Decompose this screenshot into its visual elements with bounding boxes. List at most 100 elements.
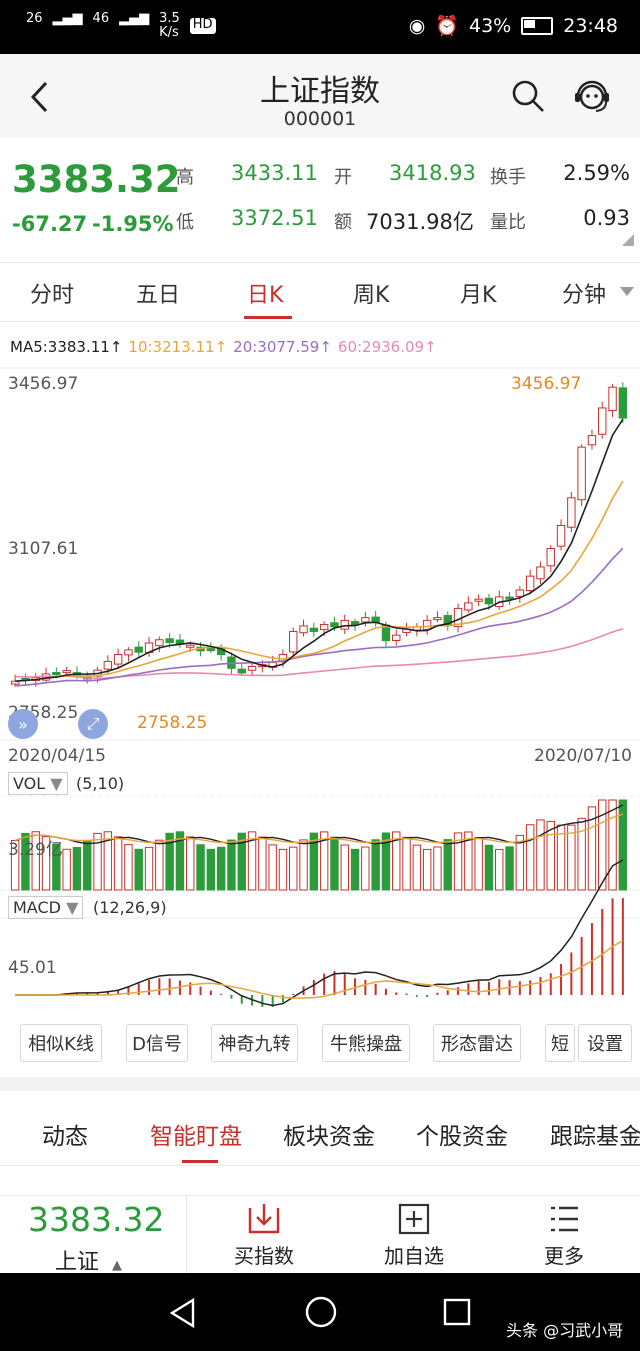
candle bbox=[330, 622, 339, 628]
candle bbox=[62, 670, 71, 674]
add-watchlist-button[interactable]: 加自选 bbox=[380, 1202, 448, 1269]
high-label: 高 bbox=[176, 167, 194, 188]
more-button[interactable]: 更多 bbox=[530, 1202, 598, 1269]
volume-bar bbox=[525, 824, 535, 891]
nav-recents-icon[interactable] bbox=[442, 1297, 472, 1327]
volume-bar bbox=[103, 831, 113, 891]
candle bbox=[556, 524, 566, 547]
expand-corner-icon[interactable] bbox=[622, 234, 634, 246]
bull-bear-button[interactable]: 牛熊操盘 bbox=[322, 1024, 410, 1062]
back-arrow-icon[interactable] bbox=[28, 80, 52, 114]
customer-service-icon[interactable] bbox=[572, 76, 612, 116]
max-price-marker: 3456.97 bbox=[511, 374, 582, 394]
pattern-radar-button[interactable]: 形态雷达 bbox=[433, 1024, 521, 1062]
similar-kline-button[interactable]: 相似K线 bbox=[20, 1024, 102, 1062]
candle bbox=[464, 602, 473, 611]
volume-bar bbox=[453, 832, 463, 891]
tab-smart-watch[interactable]: 智能盯盘 bbox=[150, 1124, 242, 1150]
volume-bar bbox=[124, 844, 133, 891]
candle bbox=[433, 617, 442, 621]
section-divider bbox=[0, 1077, 640, 1091]
title-bar: 上证指数 000001 bbox=[0, 54, 640, 138]
tab-five-day[interactable]: 五日 bbox=[136, 283, 181, 308]
tab-stock-funds[interactable]: 个股资金 bbox=[416, 1124, 508, 1150]
ma10-line bbox=[15, 480, 624, 682]
eye-icon: ◉ bbox=[408, 14, 426, 37]
tab-intraday[interactable]: 分时 bbox=[30, 283, 75, 308]
network-indicators: 26 ▂▄▆ 46 ▂▄▆ 3.5 K/s HD bbox=[26, 12, 216, 40]
nav-back-icon[interactable] bbox=[168, 1297, 198, 1329]
volume-bar bbox=[289, 846, 298, 891]
candle bbox=[165, 638, 174, 644]
candle bbox=[608, 386, 617, 412]
volume-bar bbox=[618, 799, 628, 891]
tab-news[interactable]: 动态 bbox=[42, 1124, 88, 1150]
signal-2: 46 bbox=[92, 11, 110, 26]
vol-indicator-select[interactable]: VOL ▼ bbox=[8, 772, 68, 795]
bottom-index-label: 上证 bbox=[55, 1250, 100, 1275]
lower-tab-divider bbox=[0, 1165, 640, 1166]
volume-bar bbox=[299, 839, 308, 891]
volume-bar bbox=[309, 832, 319, 891]
volume-bar bbox=[464, 831, 473, 891]
tab-sector-funds[interactable]: 板块资金 bbox=[283, 1124, 375, 1150]
search-icon[interactable] bbox=[510, 78, 546, 114]
battery-percent: 43% bbox=[469, 14, 512, 37]
alarm-icon: ⏰ bbox=[435, 15, 459, 37]
volume-bar bbox=[474, 836, 483, 891]
candle bbox=[587, 435, 597, 446]
volume-bar bbox=[433, 846, 442, 891]
volume-bar bbox=[227, 839, 236, 891]
volume-bar bbox=[443, 839, 452, 891]
macd-indicator-select[interactable]: MACD ▼ bbox=[8, 896, 84, 919]
volume-bar bbox=[422, 848, 432, 891]
volume-bar bbox=[371, 839, 380, 891]
volume-bar bbox=[392, 831, 401, 891]
volume-bar bbox=[412, 844, 422, 891]
candle bbox=[52, 671, 61, 675]
settings-button[interactable]: 设置 bbox=[578, 1024, 632, 1062]
tab-weekly-k[interactable]: 周K bbox=[353, 283, 390, 308]
bottom-price: 3383.32 bbox=[28, 1200, 165, 1239]
candle bbox=[299, 625, 308, 634]
ma60-value: 60:2936.09↑ bbox=[337, 338, 437, 356]
volume-bar bbox=[567, 824, 576, 891]
chevron-down-icon[interactable] bbox=[620, 287, 634, 297]
volume-bar bbox=[113, 836, 123, 891]
d-signal-button[interactable]: D信号 bbox=[126, 1024, 188, 1062]
bottom-index-name[interactable]: 上证 ▲ bbox=[55, 1244, 122, 1276]
amount-value: 7031.98亿 bbox=[366, 210, 474, 234]
high-value: 3433.11 bbox=[231, 161, 318, 185]
kline-chart[interactable] bbox=[0, 360, 640, 1020]
price-change-pct: -1.95% bbox=[92, 212, 174, 236]
buy-index-button[interactable]: 买指数 bbox=[230, 1202, 298, 1269]
volume-bar bbox=[495, 848, 504, 891]
vol-label: VOL bbox=[13, 774, 46, 793]
chevron-down-icon: ▼ bbox=[50, 774, 63, 793]
tab-daily-k[interactable]: 日K bbox=[247, 283, 284, 308]
active-tab-indicator bbox=[244, 316, 292, 319]
volume-bar bbox=[340, 844, 349, 891]
open-value: 3418.93 bbox=[389, 161, 476, 185]
fast-forward-icon[interactable]: » bbox=[8, 709, 38, 739]
candle bbox=[247, 665, 257, 671]
fullscreen-icon[interactable]: ⤢ bbox=[78, 709, 108, 739]
magic-nine-button[interactable]: 神奇九转 bbox=[211, 1024, 298, 1062]
volume-bar bbox=[186, 836, 195, 891]
net-speed-value: 3.5 bbox=[159, 11, 180, 26]
volume-bar bbox=[381, 832, 391, 891]
nav-home-icon[interactable] bbox=[304, 1295, 338, 1329]
candle bbox=[546, 548, 555, 567]
tab-minute[interactable]: 分钟 bbox=[562, 283, 607, 308]
short-button[interactable]: 短 bbox=[545, 1024, 575, 1062]
tab-monthly-k[interactable]: 月K bbox=[460, 283, 497, 308]
ma20-value: 20:3077.59↑ bbox=[233, 338, 332, 356]
turnover-label: 换手 bbox=[490, 167, 526, 188]
volume-bar bbox=[52, 843, 61, 891]
candle bbox=[186, 644, 195, 648]
page-title: 上证指数 bbox=[260, 74, 380, 109]
volume-bar bbox=[155, 839, 164, 891]
candle bbox=[567, 497, 576, 528]
tab-tracking-funds[interactable]: 跟踪基金 bbox=[550, 1124, 640, 1150]
macd-params: (12,26,9) bbox=[93, 898, 167, 917]
